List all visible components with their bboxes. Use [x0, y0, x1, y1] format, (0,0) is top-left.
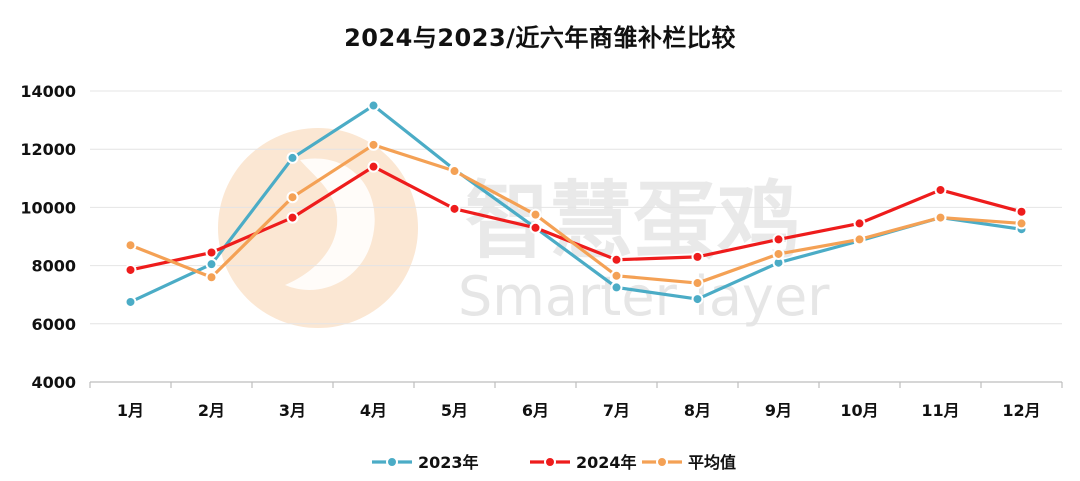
data-point	[934, 183, 947, 196]
x-tick-label: 2月	[198, 401, 225, 420]
legend-label: 2024年	[576, 453, 637, 472]
x-tick-label: 3月	[279, 401, 306, 420]
x-tick-label: 7月	[603, 401, 630, 420]
data-point	[286, 211, 299, 224]
data-point	[205, 258, 218, 271]
watermark-logo-inner-icon	[285, 158, 375, 290]
x-tick-label: 12月	[1002, 401, 1040, 420]
legend-label: 2023年	[418, 453, 479, 472]
chart-title: 2024与2023/近六年商雏补栏比较	[344, 24, 736, 52]
data-point	[529, 221, 542, 234]
series	[124, 99, 1028, 308]
data-point	[772, 247, 785, 260]
data-point	[691, 293, 704, 306]
data-point	[367, 160, 380, 173]
data-point	[448, 165, 461, 178]
y-axis: 4000 6000 8000 10000 12000 14000	[20, 82, 76, 392]
x-tick-label: 9月	[765, 401, 792, 420]
data-point	[934, 211, 947, 224]
x-tick-label: 5月	[441, 401, 468, 420]
legend-item: 平均值	[642, 453, 736, 472]
series-3	[124, 138, 1028, 290]
x-tick-label: 6月	[522, 401, 549, 420]
legend-label: 平均值	[688, 453, 736, 472]
data-point	[124, 263, 137, 276]
y-tick-label: 6000	[31, 315, 76, 334]
x-tick-label: 11月	[921, 401, 959, 420]
data-point	[367, 138, 380, 151]
data-point	[448, 202, 461, 215]
x-tick-label: 1月	[117, 401, 144, 420]
data-point	[286, 151, 299, 164]
watermark: 智慧蛋鸡 Smarter layer	[218, 128, 830, 328]
data-point	[367, 99, 380, 112]
x-axis: 1月 2月 3月 4月 5月 6月 7月 8月 9月 10月 11月 12月	[89, 381, 1063, 420]
data-point	[610, 269, 623, 282]
y-tick-label: 14000	[20, 82, 76, 101]
x-tick-label: 8月	[684, 401, 711, 420]
legend-item: 2023年	[372, 453, 479, 472]
x-tick-label: 4月	[360, 401, 387, 420]
data-point	[610, 253, 623, 266]
data-point	[691, 250, 704, 263]
data-point	[853, 233, 866, 246]
watermark-logo-icon	[218, 128, 418, 328]
data-point	[610, 281, 623, 294]
data-point	[529, 208, 542, 221]
legend: 2023年 2024年 平均值	[372, 453, 736, 472]
y-tick-label: 8000	[31, 257, 76, 276]
data-point	[286, 191, 299, 204]
y-tick-label: 12000	[20, 140, 76, 159]
x-tick-label: 10月	[840, 401, 878, 420]
data-point	[772, 233, 785, 246]
data-point	[691, 277, 704, 290]
y-tick-label: 4000	[31, 373, 76, 392]
watermark-en: Smarter layer	[458, 265, 830, 328]
data-point	[205, 271, 218, 284]
data-point	[1015, 217, 1028, 230]
legend-marker	[386, 456, 398, 468]
y-tick-label: 10000	[20, 198, 76, 217]
legend-marker	[544, 456, 556, 468]
legend-item: 2024年	[530, 453, 637, 472]
data-point	[124, 295, 137, 308]
watermark-cn: 智慧蛋鸡	[465, 172, 801, 270]
data-point	[205, 246, 218, 259]
series-line	[128, 143, 1024, 285]
data-point	[124, 239, 137, 252]
data-point	[853, 217, 866, 230]
legend-marker	[656, 456, 668, 468]
data-point	[1015, 205, 1028, 218]
